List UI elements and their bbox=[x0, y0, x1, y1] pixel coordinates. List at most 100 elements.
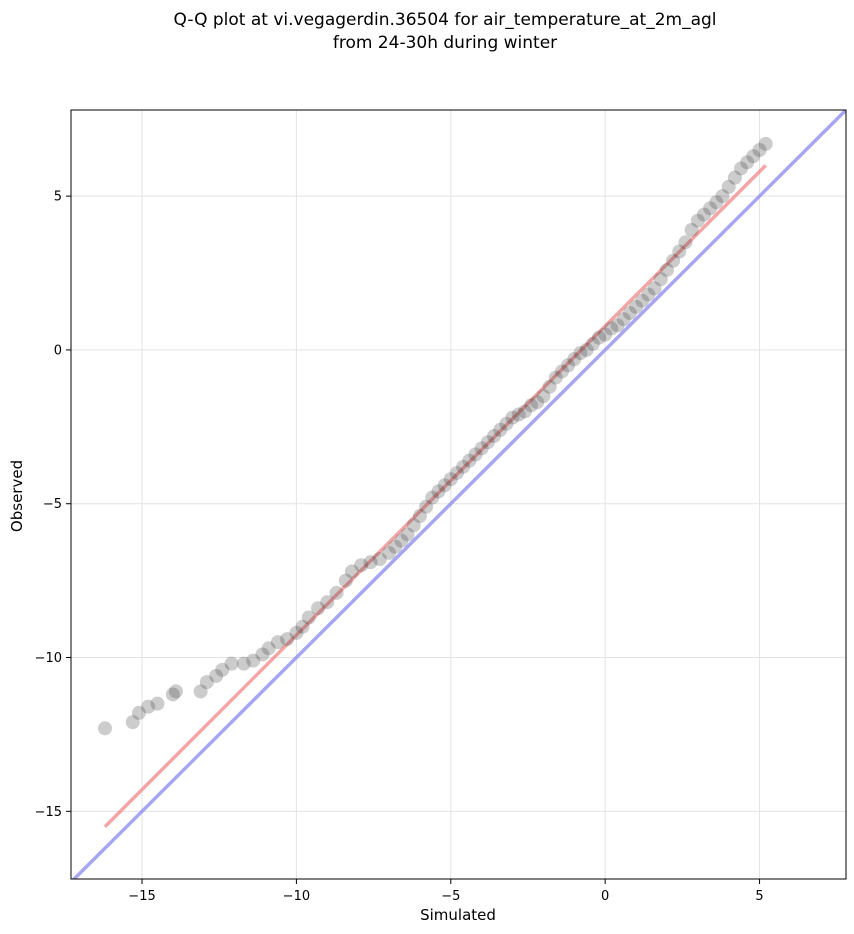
data-point bbox=[542, 379, 557, 394]
data-point bbox=[168, 684, 183, 699]
data-point bbox=[524, 398, 539, 413]
data-point bbox=[734, 161, 749, 176]
data-point bbox=[236, 656, 251, 671]
x-tick-label: −15 bbox=[128, 889, 155, 904]
chart-title-line-1: Q-Q plot at vi.vegagerdin.36504 for air_… bbox=[173, 10, 716, 30]
chart-title-line-2: from 24-30h during winter bbox=[333, 33, 557, 53]
data-point bbox=[536, 389, 551, 404]
data-point bbox=[199, 675, 214, 690]
y-axis-label: Observed bbox=[8, 460, 26, 532]
data-point bbox=[215, 662, 230, 677]
data-point bbox=[150, 696, 165, 711]
data-point bbox=[672, 244, 687, 259]
data-point bbox=[255, 647, 270, 662]
data-point bbox=[329, 585, 344, 600]
data-point bbox=[548, 370, 563, 385]
data-point bbox=[653, 272, 668, 287]
data-point bbox=[616, 312, 631, 327]
x-tick-label: −5 bbox=[441, 889, 460, 904]
data-point bbox=[363, 555, 378, 570]
data-point bbox=[125, 715, 140, 730]
data-point bbox=[505, 410, 520, 425]
data-point bbox=[270, 635, 285, 650]
data-point bbox=[487, 429, 502, 444]
data-point bbox=[591, 330, 606, 345]
data-point bbox=[610, 318, 625, 333]
data-point bbox=[412, 509, 427, 524]
data-point bbox=[579, 342, 594, 357]
y-tick-label: −15 bbox=[35, 805, 62, 820]
data-point bbox=[727, 170, 742, 185]
data-point bbox=[209, 668, 224, 683]
data-point bbox=[372, 552, 387, 567]
data-points bbox=[97, 136, 773, 736]
data-point bbox=[462, 453, 477, 468]
data-point bbox=[530, 395, 545, 410]
data-point bbox=[280, 632, 295, 647]
data-point bbox=[746, 149, 761, 164]
data-point bbox=[301, 610, 316, 625]
data-point bbox=[141, 699, 156, 714]
data-point bbox=[406, 518, 421, 533]
data-point bbox=[598, 327, 613, 342]
data-point bbox=[165, 687, 180, 702]
data-point bbox=[131, 705, 146, 720]
data-point bbox=[193, 684, 208, 699]
x-tick-label: 0 bbox=[601, 889, 609, 904]
data-point bbox=[690, 213, 705, 228]
data-point bbox=[659, 262, 674, 277]
data-point bbox=[443, 472, 458, 487]
data-point bbox=[635, 293, 650, 308]
data-point bbox=[382, 545, 397, 560]
data-point bbox=[437, 478, 452, 493]
fit-line bbox=[103, 164, 767, 828]
data-point bbox=[758, 136, 773, 151]
data-point bbox=[629, 299, 644, 314]
data-point bbox=[388, 539, 403, 554]
data-point bbox=[696, 207, 711, 222]
y-tick-label: −5 bbox=[43, 497, 62, 512]
data-point bbox=[354, 558, 369, 573]
data-point bbox=[678, 235, 693, 250]
data-point bbox=[480, 435, 495, 450]
data-point bbox=[567, 352, 582, 367]
x-tick-label: 5 bbox=[755, 889, 763, 904]
data-point bbox=[468, 447, 483, 462]
data-point bbox=[474, 441, 489, 456]
y-axis-ticks: −15 −10 −5 0 5 bbox=[35, 190, 71, 820]
data-point bbox=[641, 287, 656, 302]
data-point bbox=[703, 201, 718, 216]
y-tick-label: 0 bbox=[54, 343, 62, 358]
data-point bbox=[344, 564, 359, 579]
data-point bbox=[400, 527, 415, 542]
data-point bbox=[338, 573, 353, 588]
data-point bbox=[740, 155, 755, 170]
grid-lines bbox=[71, 110, 846, 879]
data-point bbox=[511, 407, 526, 422]
data-point bbox=[684, 222, 699, 237]
data-point bbox=[449, 465, 464, 480]
data-point bbox=[261, 641, 276, 656]
data-point bbox=[224, 656, 239, 671]
data-point bbox=[456, 459, 471, 474]
data-point bbox=[311, 601, 326, 616]
data-point bbox=[752, 142, 767, 157]
data-point bbox=[573, 346, 588, 361]
data-point bbox=[585, 336, 600, 351]
data-point bbox=[604, 321, 619, 336]
data-point bbox=[425, 490, 440, 505]
data-point bbox=[431, 484, 446, 499]
data-point bbox=[246, 653, 261, 668]
data-point bbox=[721, 179, 736, 194]
data-point bbox=[493, 422, 508, 437]
y-tick-label: 5 bbox=[54, 190, 62, 205]
x-tick-label: −10 bbox=[283, 889, 310, 904]
data-point bbox=[517, 404, 532, 419]
data-point bbox=[295, 619, 310, 634]
data-point bbox=[622, 306, 637, 321]
identity-line bbox=[71, 110, 846, 879]
data-point bbox=[647, 281, 662, 296]
data-point bbox=[554, 364, 569, 379]
data-point bbox=[499, 416, 514, 431]
